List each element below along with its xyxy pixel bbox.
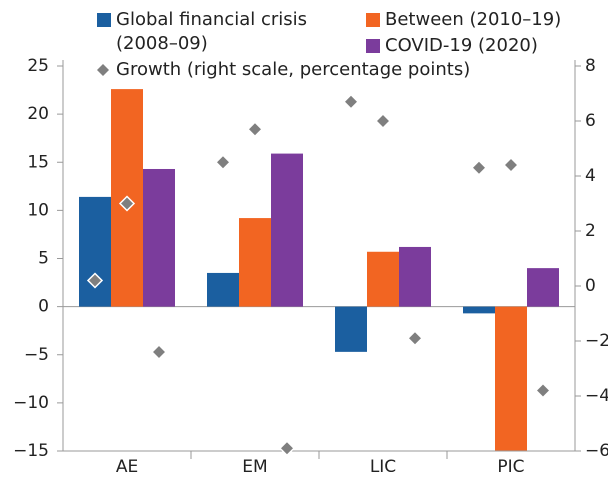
y2-tick-label: 6	[585, 111, 596, 131]
growth-marker	[246, 121, 264, 138]
y2-tick-label: −2	[585, 331, 608, 351]
y2-tick-label: 2	[585, 221, 596, 241]
y-tick-label: 10	[27, 200, 49, 220]
bar	[463, 306, 495, 314]
bar	[207, 272, 239, 307]
bar	[271, 153, 303, 307]
bar	[367, 251, 399, 307]
legend-swatch	[97, 64, 109, 76]
y-tick-label: −5	[24, 345, 49, 365]
legend-label: COVID-19 (2020)	[385, 35, 538, 56]
growth-marker	[374, 112, 392, 130]
y-tick-label: 0	[38, 297, 49, 317]
growth-marker	[214, 154, 232, 171]
bar	[239, 218, 271, 307]
growth-marker	[150, 343, 168, 361]
legend-label: Between (2010–19)	[385, 9, 562, 30]
legend-swatch	[366, 13, 380, 27]
legend-swatch	[366, 39, 380, 53]
y-tick-label: −15	[13, 441, 49, 461]
x-tick-label: EM	[242, 457, 267, 477]
bar	[495, 306, 527, 451]
bar	[143, 168, 175, 307]
growth-marker	[342, 93, 360, 110]
y-tick-label: −10	[13, 393, 49, 413]
legend-label: Growth (right scale, percentage points)	[116, 59, 471, 80]
y2-tick-label: −4	[585, 386, 608, 406]
y-tick-label: 5	[38, 249, 49, 269]
bar	[335, 306, 367, 352]
y2-tick-label: 8	[585, 56, 596, 76]
growth-marker	[406, 330, 424, 347]
growth-marker	[86, 272, 104, 289]
growth-marker	[278, 440, 296, 457]
x-tick-label: PIC	[497, 457, 524, 477]
bar	[79, 196, 111, 307]
y-tick-label: 20	[27, 104, 49, 124]
x-tick-label: AE	[116, 457, 138, 477]
bar	[527, 268, 559, 307]
y2-tick-label: 0	[585, 276, 596, 296]
y-tick-label: 15	[27, 152, 49, 172]
y2-tick-label: −6	[585, 441, 608, 461]
growth-marker	[118, 195, 136, 212]
growth-marker	[534, 382, 552, 399]
bar	[399, 246, 431, 307]
growth-marker	[502, 156, 520, 174]
legend-label: Global financial crisis (2008–09)	[116, 9, 308, 54]
y-tick-label: 25	[27, 56, 49, 76]
growth-marker	[470, 159, 488, 176]
legend-swatch	[97, 13, 111, 27]
y2-tick-label: 4	[585, 166, 596, 186]
x-tick-label: LIC	[370, 457, 396, 477]
